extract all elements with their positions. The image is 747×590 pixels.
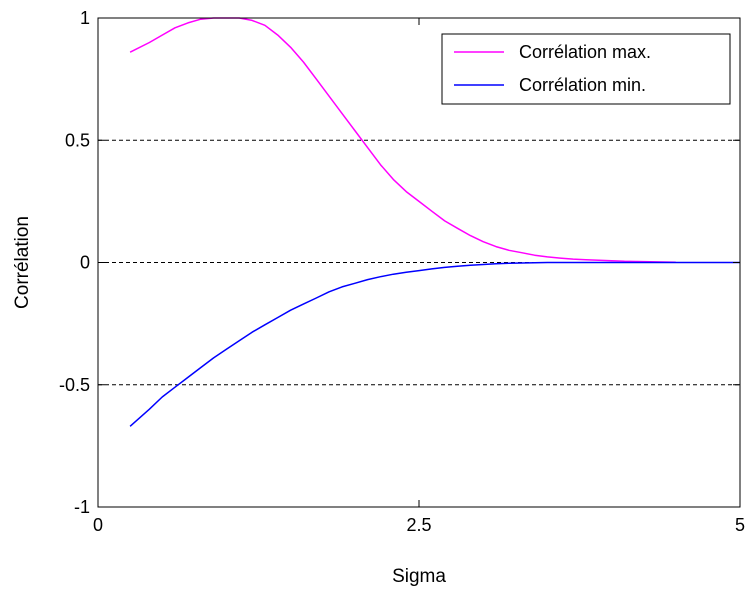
x-tick-labels: 0 2.5 5 bbox=[93, 515, 745, 535]
y-axis-title: Corrélation bbox=[12, 216, 33, 309]
y-tick-label: -1 bbox=[74, 497, 90, 517]
y-tick-label: 0.5 bbox=[65, 130, 90, 150]
x-tick-label: 2.5 bbox=[406, 515, 431, 535]
x-tick-label: 0 bbox=[93, 515, 103, 535]
legend: Corrélation max. Corrélation min. bbox=[441, 33, 731, 105]
series-line-min bbox=[129, 261, 740, 427]
legend-label-max: Corrélation max. bbox=[519, 42, 651, 62]
y-tick-label: 0 bbox=[80, 253, 90, 273]
y-tick-labels: -1 -0.5 0 0.5 1 bbox=[59, 8, 90, 517]
legend-label-min: Corrélation min. bbox=[519, 75, 646, 95]
y-tick-label: 1 bbox=[80, 8, 90, 28]
x-axis-title: Sigma bbox=[392, 566, 446, 587]
axis-ticks bbox=[97, 17, 741, 508]
legend-box bbox=[441, 33, 731, 105]
y-tick-label: -0.5 bbox=[59, 375, 90, 395]
x-tick-label: 5 bbox=[735, 515, 745, 535]
